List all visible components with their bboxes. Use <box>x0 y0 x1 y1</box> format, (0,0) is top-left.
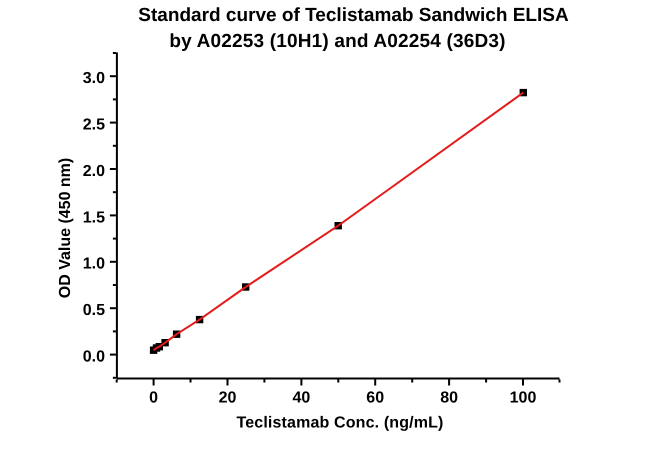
svg-text:3.0: 3.0 <box>83 70 105 87</box>
svg-text:20: 20 <box>219 390 237 407</box>
svg-text:by A02253 (10H1) and A02254 (3: by A02253 (10H1) and A02254 (36D3) <box>169 31 505 52</box>
svg-text:OD Value (450 nm): OD Value (450 nm) <box>57 158 74 299</box>
svg-text:Teclistamab Conc. (ng/mL): Teclistamab Conc. (ng/mL) <box>236 414 443 431</box>
svg-text:2.0: 2.0 <box>83 163 105 180</box>
svg-text:1.0: 1.0 <box>83 256 105 273</box>
svg-text:0: 0 <box>149 390 158 407</box>
svg-text:100: 100 <box>510 390 537 407</box>
svg-text:1.5: 1.5 <box>83 209 105 226</box>
svg-text:40: 40 <box>293 390 311 407</box>
svg-text:60: 60 <box>366 390 384 407</box>
svg-text:0.0: 0.0 <box>83 349 105 366</box>
svg-text:Standard curve of Teclistamab: Standard curve of Teclistamab Sandwich E… <box>138 5 569 26</box>
svg-text:80: 80 <box>440 390 458 407</box>
svg-text:0.5: 0.5 <box>83 302 105 319</box>
svg-text:2.5: 2.5 <box>83 117 105 134</box>
